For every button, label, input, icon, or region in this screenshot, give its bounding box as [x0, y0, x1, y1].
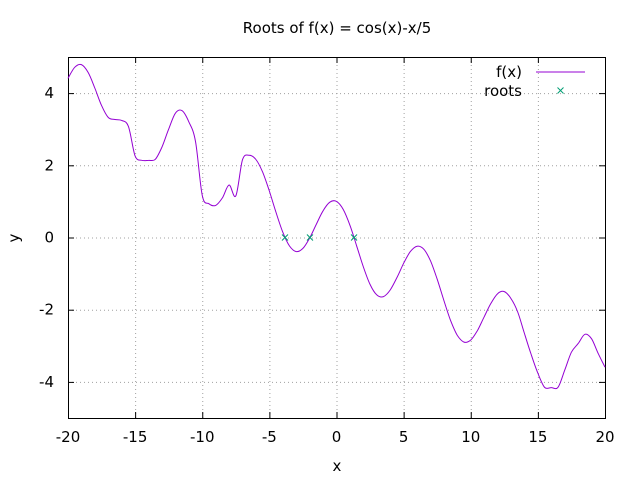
y-tick-label: 2	[44, 156, 54, 174]
legend-swatch-roots	[557, 87, 564, 94]
series-layer	[67, 63, 606, 390]
x-tick-label: -20	[56, 428, 81, 446]
legend-label-roots: roots	[484, 82, 522, 100]
x-tick-label: 10	[461, 428, 480, 446]
legend-swatch-roots-stroke	[557, 87, 564, 94]
root-marker-stroke	[281, 234, 289, 241]
chart-title: Roots of f(x) = cos(x)-x/5	[243, 19, 431, 37]
x-tick-label: -10	[190, 428, 215, 446]
y-tick-label: 0	[44, 229, 54, 247]
y-tick-label: 4	[44, 84, 54, 102]
grid-layer	[68, 57, 605, 418]
x-tick-label: 5	[399, 428, 409, 446]
root-marker	[281, 234, 289, 241]
root-marker	[306, 234, 314, 241]
x-tick-label: 20	[595, 428, 614, 446]
legend-label-fx: f(x)	[496, 63, 522, 81]
x-tick-label: -15	[123, 428, 148, 446]
x-tick-label: 15	[528, 428, 547, 446]
y-axis-label: y	[5, 233, 23, 242]
x-tick-label: -5	[262, 428, 277, 446]
root-marker	[350, 234, 358, 241]
root-marker-stroke	[306, 234, 314, 241]
y-tick-label: -4	[39, 373, 54, 391]
x-tick-label: 0	[332, 428, 342, 446]
y-tick-label: -2	[39, 301, 54, 319]
series-fx-line	[67, 63, 606, 390]
legend: f(x)roots	[484, 63, 585, 100]
x-axis-label: x	[333, 457, 342, 475]
root-marker-stroke	[350, 234, 358, 241]
